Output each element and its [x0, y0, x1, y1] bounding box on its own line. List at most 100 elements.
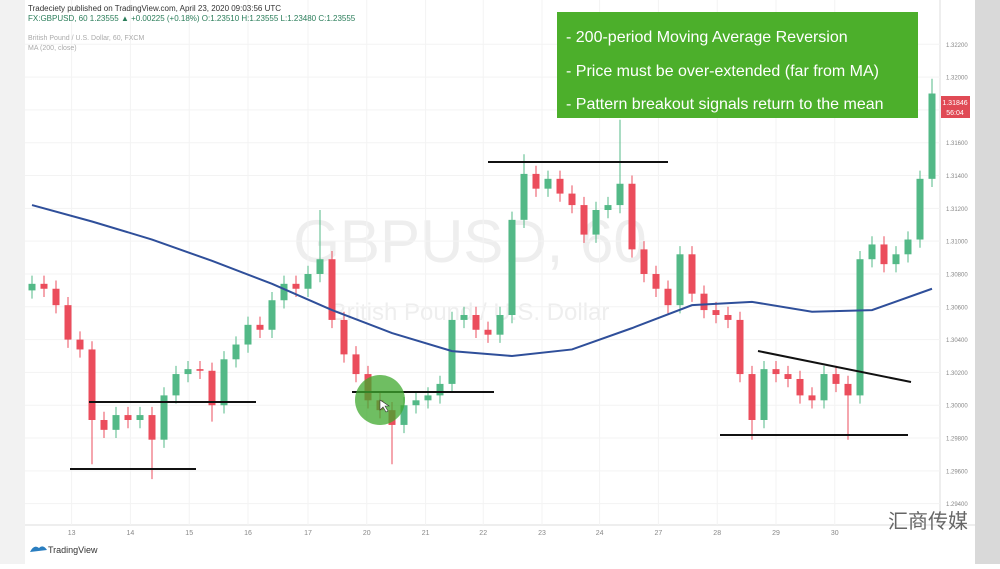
logo-icon	[30, 546, 47, 552]
cursor	[379, 399, 390, 413]
candle-body	[820, 374, 828, 401]
indicator: MA (200, close)	[28, 45, 77, 52]
candle-body	[592, 210, 600, 235]
x-tick-label: 16	[244, 530, 252, 537]
x-tick-label: 24	[596, 530, 604, 537]
y-tick-label: 1.31600	[946, 141, 968, 147]
x-tick-label: 28	[713, 530, 721, 537]
logo: TradingView	[48, 545, 98, 555]
trend-line	[757, 350, 912, 383]
moving-average	[31, 204, 933, 358]
candle-body	[112, 415, 120, 430]
y-tick-label: 1.30000	[946, 404, 968, 410]
annotation-line: - 200-period Moving Average Reversion	[566, 29, 848, 46]
candle-body	[556, 178, 564, 194]
y-tick-label: 1.29600	[946, 469, 968, 475]
candle-body	[916, 178, 924, 240]
candle-body	[808, 395, 816, 401]
price-label: 1.31846	[942, 100, 967, 107]
x-tick-label: 30	[831, 530, 839, 537]
candle-body	[184, 369, 192, 375]
x-tick-label: 15	[185, 530, 193, 537]
y-tick-label: 1.30200	[946, 371, 968, 377]
candle-body	[64, 305, 72, 340]
candle-body	[928, 93, 936, 179]
left-frame	[0, 0, 25, 564]
candle-body	[148, 415, 156, 440]
plot: 1.322001.320001.318001.316001.314001.312…	[25, 0, 968, 537]
candle-body	[544, 178, 552, 189]
candle-body	[424, 395, 432, 401]
candle-body	[736, 319, 744, 375]
candle-body	[220, 359, 228, 406]
candle-body	[316, 259, 324, 274]
x-tick-label: 27	[655, 530, 663, 537]
y-tick-label: 1.29800	[946, 437, 968, 443]
candle-body	[748, 374, 756, 420]
candle-body	[52, 288, 60, 306]
candle-body	[232, 344, 240, 360]
x-tick-label: 17	[304, 530, 312, 537]
candle-body	[712, 310, 720, 315]
x-tick-label: 20	[363, 530, 371, 537]
y-tick-label: 1.30400	[946, 338, 968, 344]
candle-body	[520, 173, 528, 220]
candle-body	[772, 369, 780, 375]
candle-body	[436, 383, 444, 396]
candle-body	[292, 283, 300, 289]
source-watermark: 汇商传媒	[888, 510, 968, 533]
candle-body	[832, 374, 840, 384]
candle-body	[604, 205, 612, 210]
candle-body	[904, 239, 912, 255]
price-label-box	[941, 96, 970, 118]
candle-body	[40, 283, 48, 289]
candle-body	[784, 374, 792, 379]
candle-body	[100, 420, 108, 430]
candle-body	[472, 315, 480, 330]
countdown: 56:04	[946, 110, 964, 117]
candle-body	[688, 254, 696, 294]
candle-body	[640, 249, 648, 274]
candle-body	[676, 254, 684, 306]
y-tick-label: 1.32000	[946, 76, 968, 82]
candle-body	[880, 244, 888, 265]
x-tick-label: 13	[68, 530, 76, 537]
candle-body	[172, 374, 180, 396]
candle-body	[304, 273, 312, 289]
candle-body	[616, 183, 624, 206]
candle-body	[664, 288, 672, 306]
candle-body	[412, 400, 420, 406]
x-tick-label: 23	[538, 530, 546, 537]
candle-body	[136, 415, 144, 420]
candle-body	[460, 315, 468, 320]
candle-body	[244, 324, 252, 345]
candle-body	[652, 273, 660, 289]
y-tick-label: 1.31400	[946, 174, 968, 180]
candle-body	[532, 173, 540, 189]
candle-body	[892, 254, 900, 265]
candle-body	[496, 315, 504, 335]
candle-body	[196, 369, 204, 371]
candle-body	[160, 395, 168, 440]
candle-body	[352, 354, 360, 375]
candle-body	[580, 205, 588, 235]
y-tick-label: 1.31000	[946, 240, 968, 246]
y-tick-label: 1.30600	[946, 305, 968, 311]
candle-body	[796, 378, 804, 396]
side-frame	[975, 0, 1000, 564]
candle-body	[328, 259, 336, 320]
candle-body	[700, 293, 708, 311]
candle-body	[28, 283, 36, 291]
candle-body	[856, 259, 864, 396]
y-tick-label: 1.32200	[946, 43, 968, 49]
candle-body	[88, 349, 96, 420]
x-tick-label: 14	[127, 530, 135, 537]
annotation-box	[557, 12, 918, 118]
annotation-line: - Pattern breakout signals return to the…	[566, 96, 884, 113]
y-tick-label: 1.31200	[946, 207, 968, 213]
candle-body	[208, 370, 216, 406]
symbol-line: FX:GBPUSD, 60 1.23555 ▲ +0.00225 (+0.18%…	[28, 14, 356, 23]
x-tick-label: 29	[772, 530, 780, 537]
